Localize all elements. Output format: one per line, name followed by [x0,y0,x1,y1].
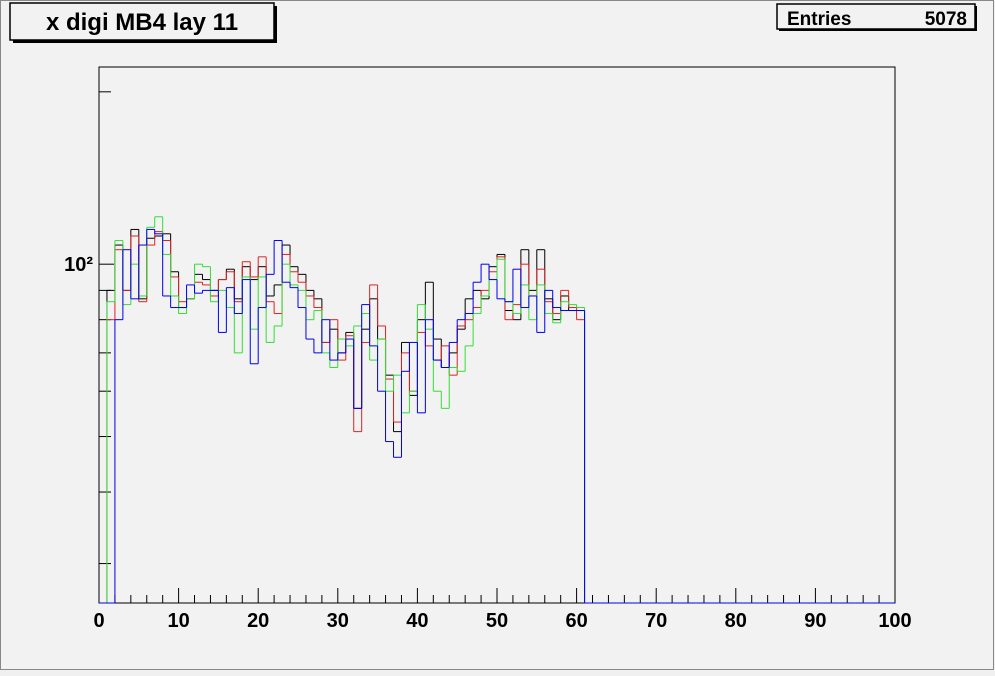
stats-label: Entries [787,9,851,30]
x-tick-label: 60 [565,610,587,632]
x-tick-label: 40 [406,610,428,632]
x-tick-label: 0 [93,610,104,632]
x-tick-label: 20 [247,610,269,632]
title-box [9,2,275,41]
chart-title: x digi MB4 lay 11 [46,9,238,36]
x-tick-label: 50 [486,610,508,632]
x-tick-label: 30 [327,610,349,632]
stats-box [776,3,976,30]
x-tick-label: 100 [878,610,911,632]
x-tick-label: 80 [725,610,747,632]
plot-frame [98,66,896,604]
stats-value: 5078 [925,9,967,30]
x-tick-label: 70 [645,610,667,632]
y-tick-label: 10² [64,254,93,276]
x-tick-label: 10 [167,610,189,632]
x-tick-label: 90 [804,610,826,632]
